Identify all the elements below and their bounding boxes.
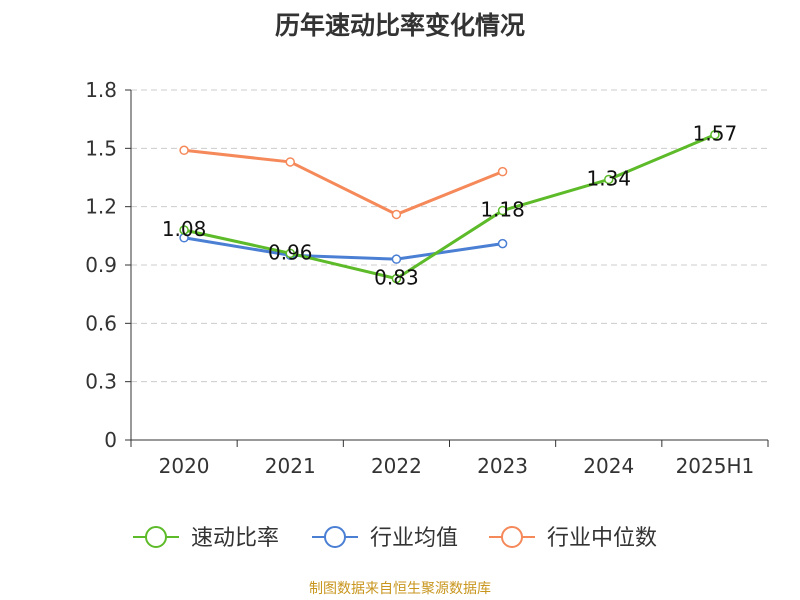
series-line-2 (183, 236, 503, 261)
y-tick-label: 0.6 (85, 311, 117, 335)
series-line-1 (183, 133, 716, 281)
x-tick-label: 2025H1 (676, 454, 755, 478)
y-tick-label: 1.8 (85, 78, 117, 102)
legend-label: 行业均值 (370, 526, 458, 551)
legend-marker (145, 526, 167, 548)
chart-title: 历年速动比率变化情况 (274, 11, 525, 40)
data-point (391, 254, 402, 264)
y-tick-label: 0 (104, 428, 117, 452)
data-point (285, 157, 295, 167)
data-point (497, 166, 508, 177)
data-label: 1.34 (586, 166, 631, 190)
y-tick-label: 0.9 (85, 253, 117, 277)
data-point (710, 129, 720, 140)
data-label: 1.08 (162, 217, 207, 241)
data-point (497, 238, 508, 249)
data-label: 0.96 (268, 240, 313, 264)
data-point (391, 209, 402, 220)
legend-label: 行业中位数 (547, 526, 657, 551)
legend-label: 速动比率 (191, 526, 279, 551)
x-tick-label: 2022 (371, 454, 422, 478)
source-note: 制图数据来自恒生聚源数据库 (309, 581, 491, 597)
legend-marker (324, 526, 346, 548)
y-tick-label: 0.3 (85, 370, 117, 394)
data-label: 1.57 (693, 122, 738, 146)
data-label: 0.83 (374, 266, 419, 290)
x-tick-label: 2020 (159, 454, 210, 478)
data-point (497, 205, 508, 216)
data-point (285, 248, 295, 259)
series-line-3 (183, 148, 504, 216)
x-tick-label: 2021 (265, 454, 316, 478)
y-tick-label: 1.5 (85, 136, 117, 160)
x-tick-label: 2024 (583, 454, 634, 478)
data-point (179, 145, 189, 156)
data-point (179, 225, 189, 235)
legend-marker (501, 526, 523, 548)
y-tick-label: 1.2 (85, 195, 117, 219)
data-point (604, 174, 614, 185)
data-label: 1.18 (480, 198, 525, 222)
data-point (391, 273, 402, 284)
x-tick-label: 2023 (477, 454, 528, 478)
